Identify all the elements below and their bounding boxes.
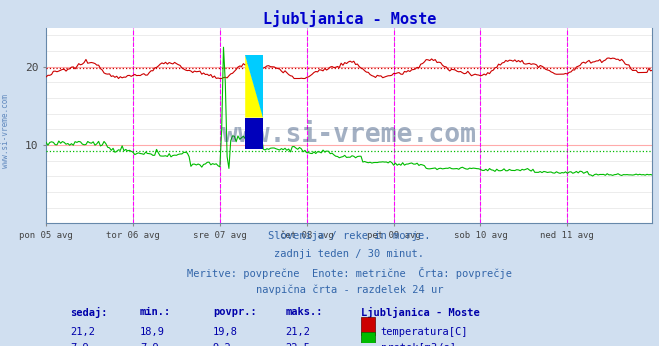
Text: 7,9: 7,9	[140, 343, 159, 346]
Text: pretok[m3/s]: pretok[m3/s]	[381, 343, 456, 346]
Text: www.si-vreme.com: www.si-vreme.com	[1, 94, 10, 169]
Text: Slovenija / reke in morje.: Slovenija / reke in morje.	[268, 231, 430, 241]
Polygon shape	[245, 55, 264, 118]
Text: 19,8: 19,8	[213, 327, 238, 337]
Text: 21,2: 21,2	[285, 327, 310, 337]
Text: sedaj:: sedaj:	[71, 307, 108, 318]
Text: 22,5: 22,5	[285, 343, 310, 346]
Text: 21,2: 21,2	[71, 327, 96, 337]
Text: Ljubljanica - Moste: Ljubljanica - Moste	[361, 307, 480, 318]
Text: 9,2: 9,2	[213, 343, 231, 346]
Bar	[245, 118, 264, 149]
Text: Meritve: povprečne  Enote: metrične  Črta: povprečje: Meritve: povprečne Enote: metrične Črta:…	[186, 266, 512, 279]
Text: 18,9: 18,9	[140, 327, 165, 337]
Polygon shape	[245, 55, 264, 118]
Text: navpična črta - razdelek 24 ur: navpična črta - razdelek 24 ur	[256, 284, 443, 295]
FancyBboxPatch shape	[361, 317, 375, 335]
Text: www.si-vreme.com: www.si-vreme.com	[222, 122, 476, 148]
Title: Ljubljanica - Moste: Ljubljanica - Moste	[262, 10, 436, 27]
FancyBboxPatch shape	[361, 333, 375, 346]
Text: temperatura[C]: temperatura[C]	[381, 327, 469, 337]
Text: 7,9: 7,9	[71, 343, 89, 346]
Text: maks.:: maks.:	[285, 307, 323, 317]
Text: povpr.:: povpr.:	[213, 307, 256, 317]
Text: min.:: min.:	[140, 307, 171, 317]
Text: zadnji teden / 30 minut.: zadnji teden / 30 minut.	[274, 249, 424, 259]
